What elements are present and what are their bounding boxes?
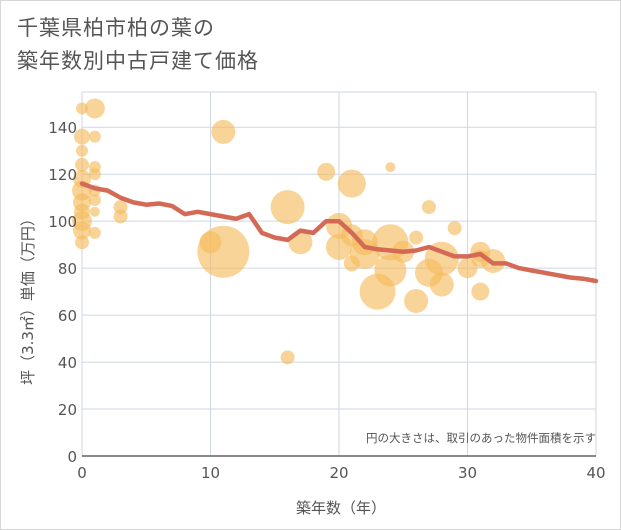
x-tick-label: 0 bbox=[77, 464, 87, 482]
y-axis-label: 坪（3.3㎡）単価（万円） bbox=[19, 211, 37, 385]
bubble-point bbox=[88, 168, 101, 181]
bubble-series bbox=[72, 98, 506, 365]
y-tick-label: 80 bbox=[58, 260, 77, 278]
x-tick-label: 20 bbox=[329, 464, 348, 482]
y-tick-label: 60 bbox=[58, 307, 77, 325]
y-tick-label: 120 bbox=[48, 166, 77, 184]
bubble-point bbox=[74, 128, 90, 145]
bubble-point bbox=[429, 272, 454, 297]
bubble-point bbox=[211, 119, 236, 144]
bubble-point bbox=[447, 221, 462, 236]
bubble-point bbox=[404, 289, 429, 314]
bubble-point bbox=[471, 282, 490, 301]
bubble-point bbox=[337, 169, 366, 198]
bubble-point bbox=[76, 144, 88, 157]
bubble-point bbox=[88, 194, 101, 207]
bubble-point bbox=[73, 221, 91, 240]
bubble-point bbox=[84, 98, 105, 119]
bubble-point bbox=[197, 225, 250, 278]
chart-title: 千葉県柏市柏の葉の 築年数別中古戸建て価格 bbox=[17, 12, 259, 78]
y-tick-label: 40 bbox=[58, 354, 77, 372]
average-line bbox=[79, 181, 599, 284]
bubble-point bbox=[88, 226, 101, 239]
bubble-point bbox=[75, 235, 89, 250]
bubble-point bbox=[409, 230, 424, 245]
y-tick-label: 0 bbox=[67, 448, 77, 466]
bubble-point bbox=[88, 130, 101, 143]
bubble-point bbox=[113, 209, 128, 224]
bubble-point bbox=[270, 190, 305, 225]
chart-title-line-2: 築年数別中古戸建て価格 bbox=[17, 49, 259, 73]
bubble-point bbox=[280, 350, 295, 365]
bubble-size-note: 円の大きさは、取引のあった物件面積を示す bbox=[366, 431, 596, 445]
bubble-point bbox=[374, 254, 407, 287]
y-tick-label: 100 bbox=[48, 213, 77, 231]
y-tick-label: 20 bbox=[58, 401, 77, 419]
bubble-point bbox=[89, 206, 100, 217]
bubble-point bbox=[421, 200, 436, 215]
x-tick-label: 30 bbox=[458, 464, 477, 482]
bubble-point bbox=[317, 162, 336, 181]
average-line-series bbox=[79, 181, 599, 284]
x-tick-label: 40 bbox=[586, 464, 605, 482]
grid bbox=[81, 91, 597, 457]
bubble-point bbox=[75, 157, 89, 172]
x-tick-label: 10 bbox=[201, 464, 220, 482]
y-tick-label: 140 bbox=[48, 119, 77, 137]
bubble-point bbox=[76, 102, 88, 115]
x-axis-label: 築年数（年） bbox=[296, 499, 386, 517]
bubble-point bbox=[385, 162, 396, 173]
chart-title-line-1: 千葉県柏市柏の葉の bbox=[17, 16, 215, 40]
axes: 0 20 40 60 80 100 120 140 0 10 20 30 40 bbox=[48, 119, 605, 482]
